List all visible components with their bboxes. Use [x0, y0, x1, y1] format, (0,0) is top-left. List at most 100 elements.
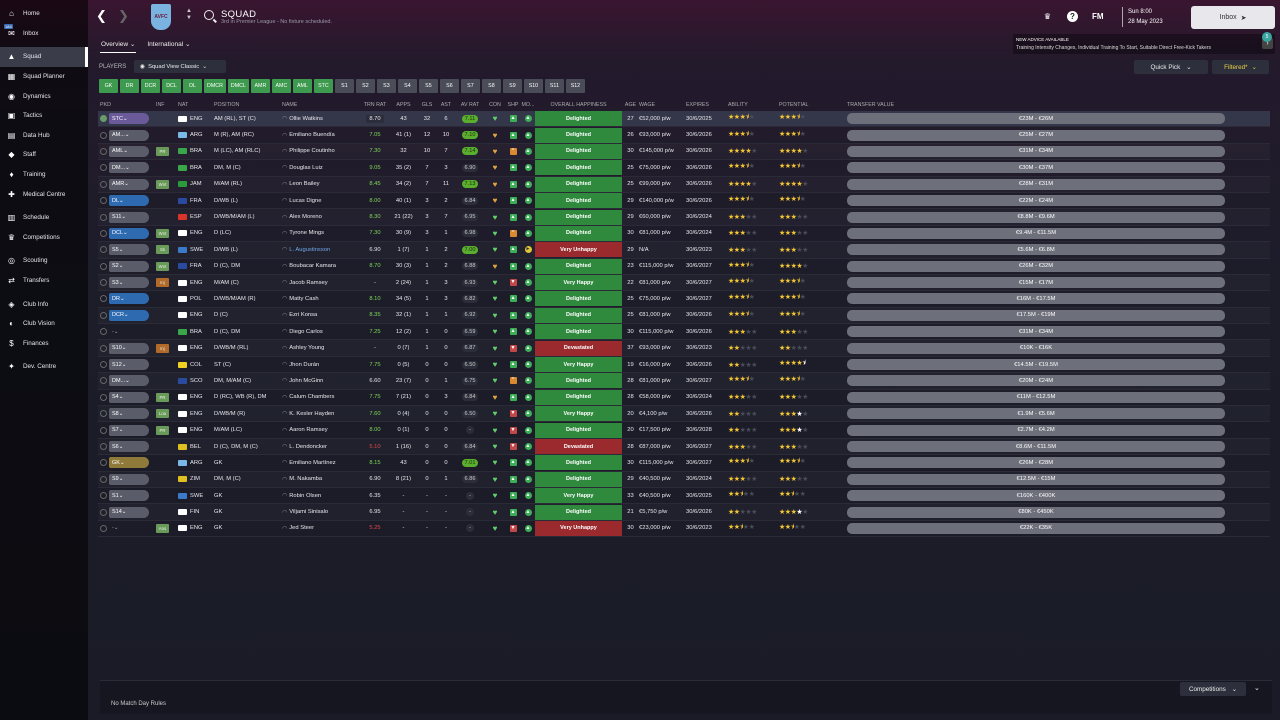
player-name-cell[interactable]: ◠ Jed Steer	[282, 525, 360, 532]
row-checkbox[interactable]	[100, 213, 107, 221]
player-name[interactable]: John McGinn	[289, 377, 324, 384]
row-checkbox[interactable]	[100, 328, 107, 336]
column-header[interactable]: INF	[156, 102, 165, 108]
selection-dropdown[interactable]: DL ⌄	[109, 195, 149, 207]
table-row[interactable]: S12 ⌄ COL ST (C) ◠ Jhon Durán 7.75 0 (5) 0 0 6.50…	[98, 357, 1270, 374]
player-name[interactable]: Álex Moreno	[289, 214, 322, 221]
column-header[interactable]: AGE	[624, 102, 637, 108]
player-name-cell[interactable]: ◠ Viljami Sinisalo	[282, 509, 360, 516]
club-badge[interactable]: AVFC	[151, 4, 171, 30]
advice-banner[interactable]: NEW ADVICE AVAILABLE Training Intensity …	[1013, 34, 1275, 54]
player-name-cell[interactable]: ◠ Jacob Ramsey	[282, 279, 360, 287]
player-name-cell[interactable]: ◠ Ashley Young	[282, 345, 360, 352]
row-checkbox[interactable]	[100, 115, 107, 123]
position-filter-gk[interactable]: GK	[99, 79, 118, 93]
selection-dropdown[interactable]: DR ⌄	[109, 293, 149, 305]
player-name-cell[interactable]: ◠ K. Kesler Hayden	[282, 410, 360, 418]
position-filter-dcr[interactable]: DCR	[141, 79, 160, 93]
table-row[interactable]: S14 ⌄ FIN GK ◠ Viljami Sinisalo 6.95- - - - ♥ ▲ ▲ De…	[98, 504, 1270, 521]
filter-button[interactable]: Filtered* ⌄	[1212, 60, 1269, 74]
selection-dropdown[interactable]: DCL ⌄	[109, 227, 149, 239]
help-icon[interactable]: ?	[1067, 11, 1078, 22]
sidebar-item-tactics[interactable]: ▣ Tactics	[0, 106, 88, 126]
table-row[interactable]: DM... ⌄ SCO DM, M/AM (C) ◠ John McGinn 6.60 23…	[98, 373, 1270, 390]
selection-dropdown[interactable]: DM... ⌄	[109, 162, 149, 174]
sidebar-item-staff[interactable]: ◆ Staff	[0, 145, 88, 165]
table-row[interactable]: S1 ⌄ SWE GK ◠ Robin Olsen 6.35- - - - ♥ ▲ ▲ Very Hap…	[98, 488, 1270, 505]
sidebar-item-club-info[interactable]: ◈ Club Info	[0, 294, 88, 314]
table-row[interactable]: S7 ⌄ PR ENG M/AM (LC) ◠ Aaron Ramsey 8.00 0 (1)…	[98, 422, 1270, 439]
position-filter-s1[interactable]: S1	[334, 79, 354, 93]
date-time[interactable]: Sun 8:00 28 May 2023	[1122, 7, 1163, 27]
row-checkbox[interactable]	[100, 131, 107, 139]
sidebar-item-training[interactable]: ♦ Training	[0, 165, 88, 185]
view-select[interactable]: ◉ Squad View Classic ⌄	[134, 60, 226, 73]
selection-dropdown[interactable]: DCR ⌄	[109, 309, 149, 321]
player-name[interactable]: K. Kesler Hayden	[289, 410, 335, 417]
position-filter-s6[interactable]: S6	[439, 79, 459, 93]
row-checkbox[interactable]	[100, 164, 107, 172]
column-header[interactable]: EXPIRES	[686, 102, 709, 108]
trophy-icon[interactable]: ♛	[1043, 12, 1052, 21]
player-name[interactable]: Jed Steer	[289, 525, 315, 532]
table-row[interactable]: - ⌄ Ans ENG GK ◠ Jed Steer 5.25 - - - - ♥ ▼ ▲ Very Unh…	[98, 520, 1270, 538]
sidebar-item-finances[interactable]: $ Finances	[0, 334, 88, 354]
column-header[interactable]: OVERALL HAPPINESS	[550, 102, 607, 108]
table-row[interactable]: AMR ⌄ Wnt JAM M/AM (RL) ◠ Leon Bailey 8.45 34 (…	[98, 176, 1270, 193]
selection-dropdown[interactable]: DM... ⌄	[109, 375, 149, 387]
position-filter-s4[interactable]: S4	[397, 79, 417, 93]
table-row[interactable]: S3 ⌄ Inj ENG M/AM (C) ◠ Jacob Ramsey - 2 (24) 1 3…	[98, 275, 1270, 292]
selection-dropdown[interactable]: - ⌄	[109, 326, 149, 337]
selection-dropdown[interactable]: S2 ⌄	[109, 260, 149, 272]
player-name[interactable]: Emiliano Martínez	[289, 459, 336, 466]
player-name-cell[interactable]: ◠ L. Augustinsson	[282, 246, 360, 254]
selection-dropdown[interactable]: S5 ⌄	[109, 244, 149, 256]
row-checkbox[interactable]	[100, 147, 107, 155]
player-name[interactable]: Robin Olsen	[289, 492, 322, 499]
column-header[interactable]: AV RAT	[460, 102, 480, 108]
position-filter-amc[interactable]: AMC	[271, 79, 291, 93]
collapse-icon[interactable]: ⌄	[1254, 685, 1260, 692]
sidebar-item-squad[interactable]: ▲ Squad	[0, 47, 88, 67]
player-name-cell[interactable]: ◠ M. Nakamba	[282, 476, 360, 483]
selection-dropdown[interactable]: AMR ⌄	[109, 178, 149, 190]
player-name[interactable]: Diego Carlos	[289, 328, 323, 335]
player-name-cell[interactable]: ◠ Matty Cash	[282, 295, 360, 303]
player-name-cell[interactable]: ◠ Robin Olsen	[282, 492, 360, 500]
player-name-cell[interactable]: ◠ Ollie Watkins	[282, 115, 360, 123]
table-row[interactable]: DL ⌄ FRA D/WB (L) ◠ Lucas Digne 8.00 40 (1) 3 2 6…	[98, 193, 1270, 210]
selection-dropdown[interactable]: S8 ⌄	[109, 408, 149, 420]
column-header[interactable]: TRANSFER VALUE	[847, 102, 894, 108]
position-filter-dl[interactable]: DL	[183, 79, 202, 93]
column-header[interactable]: CON	[489, 102, 501, 108]
sidebar-item-scouting[interactable]: ◎ Scouting	[0, 251, 88, 271]
tab-overview[interactable]: Overview ⌄	[100, 38, 137, 53]
row-checkbox[interactable]	[100, 229, 107, 237]
table-row[interactable]: S11 ⌄ ESP D/WB/M/AM (L) ◠ Álex Moreno 8.30 21 …	[98, 209, 1270, 226]
sidebar-item-data-hub[interactable]: ▤ Data Hub	[0, 126, 88, 146]
column-header[interactable]: NAT	[178, 102, 189, 108]
table-row[interactable]: DM... ⌄ BRA DM, M (C) ◠ Douglas Luiz 9.05 35 (…	[98, 160, 1270, 177]
position-filter-s8[interactable]: S8	[481, 79, 501, 93]
player-name[interactable]: Jhon Durán	[289, 361, 320, 368]
table-row[interactable]: S4 ⌄ PR ENG D (RC), WB (R), DM ◠ Calum Chambe…	[98, 389, 1270, 407]
row-checkbox[interactable]	[100, 344, 107, 352]
player-name-cell[interactable]: ◠ Philippe Coutinho	[282, 148, 360, 155]
forward-arrow-icon[interactable]: ❯	[118, 8, 129, 23]
sidebar-item-inbox[interactable]: ✉ 184 Inbox	[0, 23, 88, 44]
row-checkbox[interactable]	[100, 279, 107, 287]
row-checkbox[interactable]	[100, 443, 107, 450]
table-row[interactable]: S2 ⌄ Wnt FRA D (C), DM ◠ Boubacar Kamara 8.70 3…	[98, 258, 1270, 275]
column-header[interactable]: ABILITY	[728, 102, 748, 108]
player-name-cell[interactable]: ◠ Douglas Luiz	[282, 164, 360, 172]
sidebar-item-dynamics[interactable]: ◉ Dynamics	[0, 86, 88, 106]
player-name[interactable]: Ezri Konsa	[289, 312, 318, 319]
player-name-cell[interactable]: ◠ Calum Chambers	[282, 394, 360, 401]
player-name[interactable]: Ollie Watkins	[289, 115, 323, 122]
selection-dropdown[interactable]: S6 ⌄	[109, 441, 149, 452]
selection-dropdown[interactable]: S3 ⌄	[109, 277, 149, 289]
back-arrow-icon[interactable]: ❮	[96, 8, 107, 23]
position-filter-s9[interactable]: S9	[502, 79, 522, 93]
selection-dropdown[interactable]: S4 ⌄	[109, 391, 149, 403]
row-checkbox[interactable]	[100, 377, 107, 385]
